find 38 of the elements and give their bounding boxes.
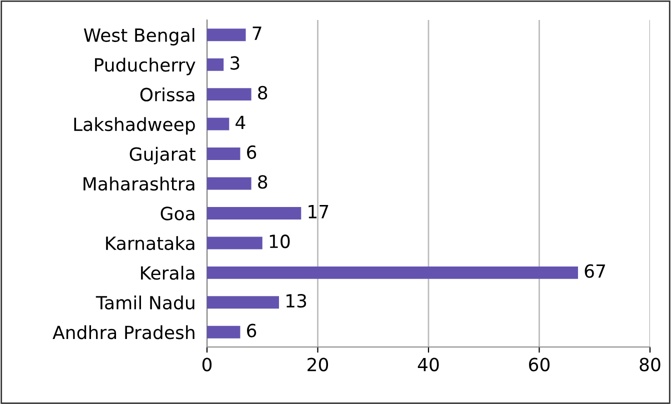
bar [207, 88, 252, 101]
y-tick-label: Gujarat [130, 146, 196, 164]
y-tick-label: Maharashtra [84, 176, 194, 191]
data-label: 7 [252, 26, 262, 40]
data-label: 67 [584, 264, 605, 278]
x-tick-label: 80 [640, 358, 660, 372]
data-label: 17 [308, 205, 328, 218]
y-tick-label: Tamil Nadu [96, 296, 194, 310]
bar [207, 58, 224, 71]
y-tick-label: Andhra Pradesh [52, 325, 194, 340]
data-label: 3 [230, 56, 240, 70]
bar [207, 118, 230, 130]
x-tick-label: 60 [529, 358, 550, 372]
data-label: 6 [247, 324, 256, 338]
data-label: 13 [286, 294, 306, 308]
bar [207, 266, 578, 279]
x-tick-label: 40 [418, 358, 439, 372]
y-tick-label: Lakshadweep [74, 117, 195, 135]
bar [207, 236, 262, 250]
y-tick-label: Kerala [141, 266, 194, 280]
data-label: 8 [258, 175, 268, 189]
y-tick-label: Puducherry [95, 58, 196, 76]
bar [207, 296, 279, 309]
bar [207, 148, 240, 160]
bar [207, 177, 252, 190]
y-tick-label: Orissa [140, 87, 194, 102]
data-label: 8 [258, 86, 268, 100]
data-label: 10 [270, 234, 290, 248]
bar [207, 28, 246, 42]
y-tick-label: Goa [160, 206, 194, 220]
x-tick-label: 0 [202, 358, 212, 372]
y-tick-label: Karnataka [106, 236, 194, 250]
data-label: 4 [236, 116, 246, 130]
y-tick-label: West Bengal [84, 28, 194, 46]
bar [207, 326, 240, 338]
bar [207, 206, 302, 220]
x-tick-label: 20 [308, 358, 328, 372]
data-label: 6 [247, 145, 256, 160]
